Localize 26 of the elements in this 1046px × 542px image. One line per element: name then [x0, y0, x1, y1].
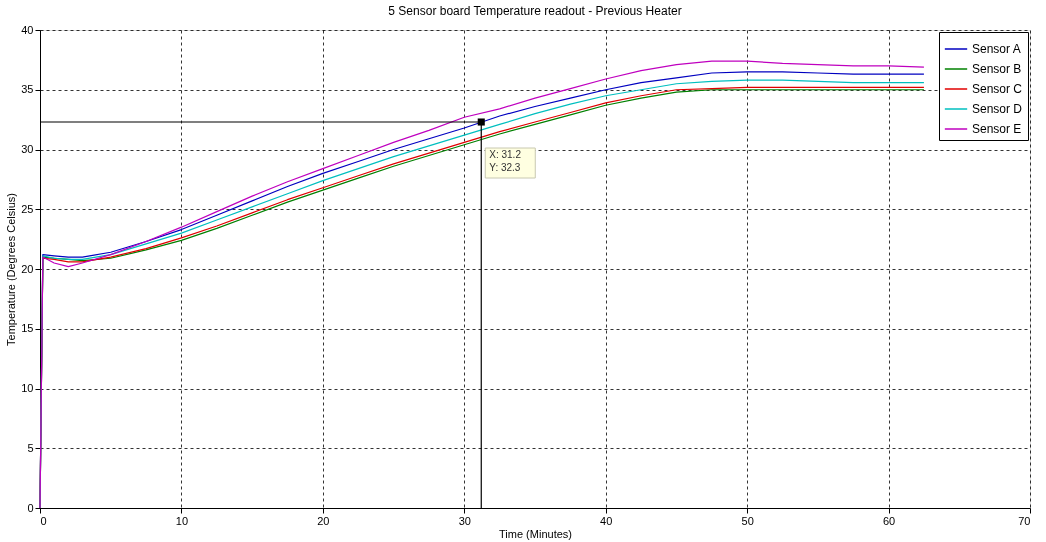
legend-label: Sensor C: [972, 82, 1023, 96]
y-tick-label: 30: [21, 143, 34, 155]
y-tick-label: 0: [27, 501, 34, 514]
x-tick-label: 20: [317, 514, 330, 527]
y-tick-label: 35: [21, 83, 34, 96]
x-tick-label: 70: [1018, 514, 1031, 527]
y-tick-label: 15: [21, 322, 34, 335]
x-tick-label: 10: [175, 514, 189, 527]
legend-label: Sensor A: [972, 42, 1021, 56]
legend-label: Sensor E: [972, 122, 1022, 136]
y-tick-label: 40: [21, 23, 34, 36]
legend-label: Sensor D: [972, 102, 1023, 116]
chart-title: 5 Sensor board Temperature readout - Previous Heater: [388, 4, 682, 18]
x-tick-label: 40: [600, 514, 613, 527]
x-tick-label: 50: [741, 514, 754, 527]
x-tick-label: 30: [458, 514, 471, 527]
legend-label: Sensor B: [972, 62, 1022, 76]
y-axis-title: Temperature (Degrees Celsius): [5, 193, 18, 346]
x-tick-label: 0: [40, 514, 47, 527]
y-tick-label: 10: [21, 382, 34, 394]
y-tick-label: 5: [27, 441, 34, 454]
y-tick-label: 20: [21, 262, 34, 275]
annotation: X: 31.2 Y: 32.3: [489, 149, 522, 174]
x-axis-title: Time (Minutes): [499, 527, 572, 540]
y-tick-label: 25: [21, 202, 34, 215]
x-tick-label: 60: [882, 514, 896, 527]
